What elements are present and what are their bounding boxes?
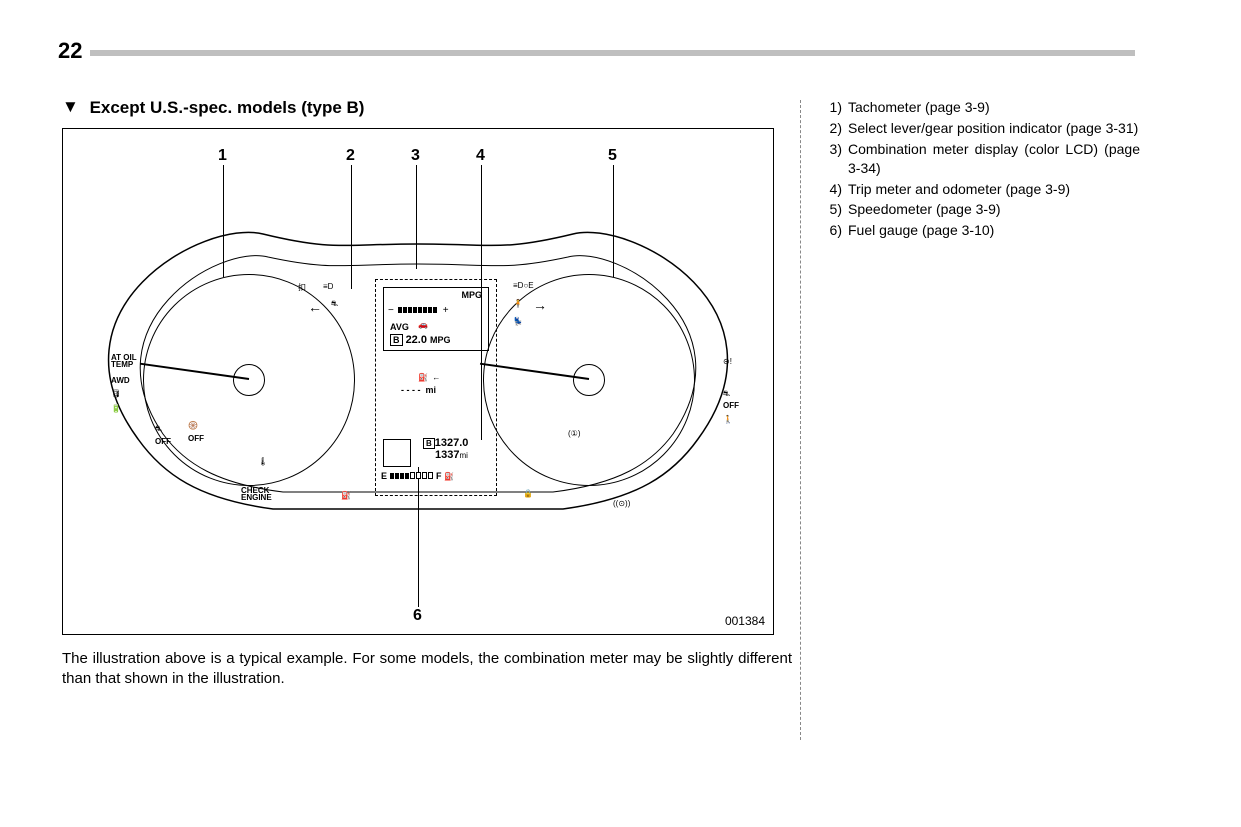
legend-num: 1)	[820, 98, 842, 117]
skid-icon: ⛐	[331, 299, 338, 309]
header-rule	[90, 50, 1135, 56]
avg-unit: MPG	[430, 335, 451, 345]
fuel-icon: ⛽	[418, 373, 428, 382]
range-value: - - - - mi	[401, 385, 436, 395]
left-arrow-icon: ←	[432, 373, 440, 382]
manual-page: 22 ▼ Except U.S.-spec. models (type B) 1…	[0, 0, 1241, 827]
trip-prefix: B	[423, 438, 435, 449]
legend-num: 4)	[820, 180, 842, 199]
range-dashes: - - - -	[401, 385, 421, 395]
mpg-bar-icon: − +	[388, 300, 449, 318]
trip-readout: B1327.0	[423, 437, 468, 449]
callout-5: 5	[608, 147, 617, 165]
lock-icon: 🔒	[523, 489, 533, 498]
tach-hub	[233, 364, 265, 396]
tire-warn-icon: ⊝!	[723, 357, 732, 366]
callout-6: 6	[413, 607, 422, 625]
right-column: 1) Tachometer (page 3-9) 2) Select lever/g…	[820, 98, 1140, 240]
legend-num: 6)	[820, 221, 842, 240]
legend-text: Combination meter display (color LCD) (p…	[848, 140, 1140, 178]
page-number: 22	[58, 38, 82, 64]
legend-text: Tachometer (page 3-9)	[848, 98, 1140, 117]
legend-num: 5)	[820, 200, 842, 219]
fuel-low-icon: ⛽	[341, 491, 351, 500]
fuel-f: F	[436, 471, 442, 481]
off-label-2: OFF	[188, 434, 204, 443]
heading-marker-icon: ▼	[62, 97, 79, 117]
speedo-hub	[573, 364, 605, 396]
awd-indicator: AWD	[111, 376, 130, 385]
fuel-icon-2: ⛽	[444, 472, 454, 481]
figure-caption: The illustration above is a typical exam…	[62, 649, 792, 690]
seat-icon: 💺	[513, 317, 523, 326]
off-label-1: OFF	[155, 437, 171, 446]
at-oil-temp-indicator: AT OIL TEMP	[111, 354, 137, 368]
callout-4: 4	[476, 147, 485, 165]
callout-1: 1	[218, 147, 227, 165]
left-column: ▼ Except U.S.-spec. models (type B) 1 2 …	[62, 98, 792, 705]
left-turn-icon: ←	[308, 299, 322, 315]
callout-2: 2	[346, 147, 355, 165]
gear-indicator-box	[383, 439, 411, 467]
range-unit: mi	[426, 385, 437, 395]
vdc-icon: ⛐	[723, 389, 730, 399]
legend-text: Select lever/gear position indicator (pa…	[848, 119, 1140, 138]
legend-num: 3)	[820, 140, 842, 178]
mpg-label: MPG	[461, 290, 482, 300]
skid-off-icon: ⛐	[155, 424, 162, 434]
steer-icon: 🛞	[188, 421, 198, 430]
odo-unit: mi	[459, 451, 467, 460]
legend-text: Speedometer (page 3-9)	[848, 200, 1140, 219]
off-label-3: OFF	[723, 401, 739, 410]
temp-icon: 🌡	[258, 457, 268, 466]
lcd-mpg-box: MPG − + AVG 🚗 B 22.0 MPG	[383, 287, 489, 351]
figure-id: 001384	[725, 614, 765, 628]
legend-num: 2)	[820, 119, 842, 138]
headlight-icon: ≡D	[323, 282, 333, 291]
figure-box: 1 2 3 4 5 6	[62, 128, 774, 635]
fuel-e: E	[381, 471, 387, 481]
fuel-gauge: E F ⛽	[381, 471, 454, 481]
callout-3: 3	[411, 147, 420, 165]
avg-label: AVG	[390, 322, 409, 332]
oil-icon: 🛢	[111, 389, 121, 398]
car-icon: 🚗	[418, 320, 428, 329]
legend-list: 1) Tachometer (page 3-9) 2) Select lever/g…	[820, 98, 1140, 240]
avg-value: 22.0	[406, 334, 427, 346]
legend-text: Trip meter and odometer (page 3-9)	[848, 180, 1140, 199]
cruise-icon: ≡D○E	[513, 281, 534, 290]
heading-text: Except U.S.-spec. models (type B)	[90, 98, 365, 117]
odo-readout: 1337mi	[435, 449, 468, 461]
fuel-range-icon: ⛽ ←	[418, 367, 440, 385]
airbag-icon: 🚶	[723, 415, 733, 424]
right-turn-icon: →	[533, 297, 547, 313]
column-separator	[800, 100, 801, 740]
check-engine-indicator: CHECK ENGINE	[241, 487, 272, 501]
foglight-icon: 扣	[298, 282, 306, 293]
trip-value: 1327.0	[435, 437, 469, 449]
seatbelt-icon: 🧍	[513, 299, 523, 308]
gauge-cluster: MPG − + AVG 🚗 B 22.0 MPG ⛽	[83, 189, 753, 609]
legend-text: Fuel gauge (page 3-10)	[848, 221, 1140, 240]
abs-icon: (①)	[568, 429, 581, 438]
brake-warn-icon: ((⊙))	[613, 499, 630, 508]
odo-value: 1337	[435, 449, 459, 461]
section-heading: ▼ Except U.S.-spec. models (type B)	[62, 98, 792, 118]
battery-icon: 🔋	[111, 404, 121, 413]
trip-b-badge: B	[390, 334, 403, 346]
